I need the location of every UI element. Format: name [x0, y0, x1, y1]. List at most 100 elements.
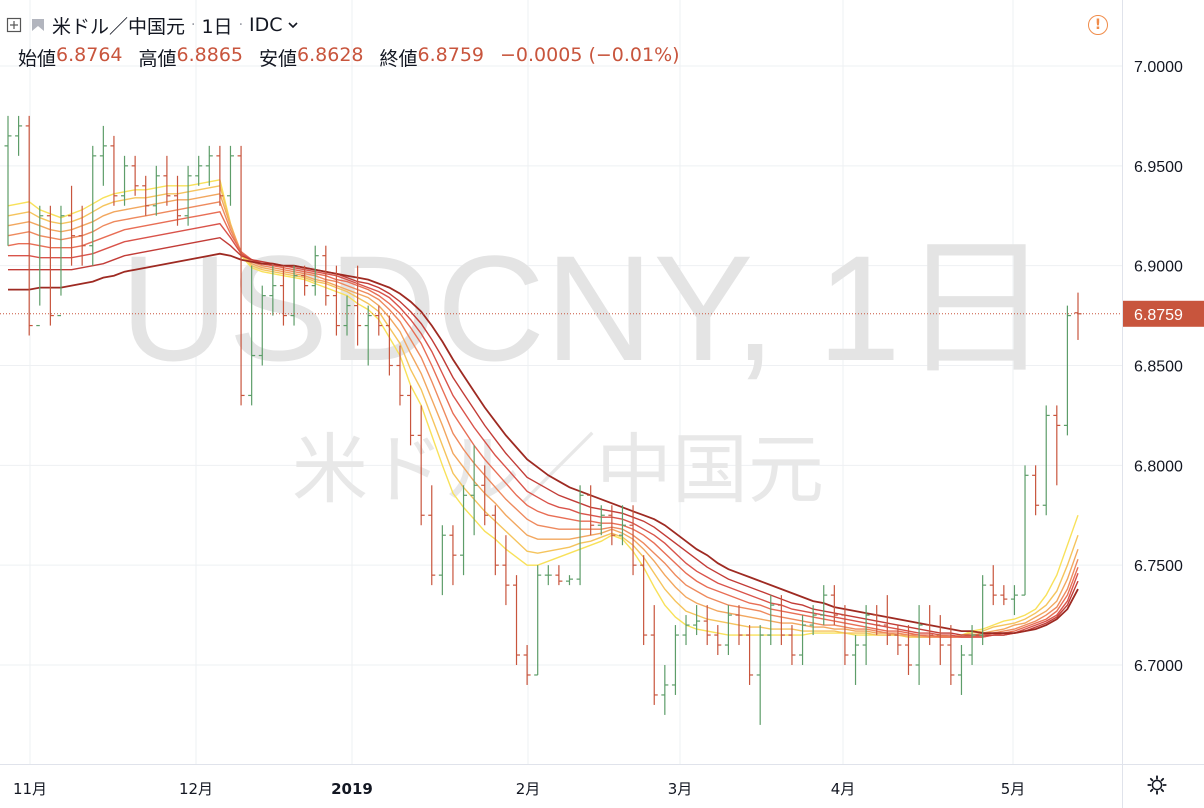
ohlc-bar[interactable]	[1063, 305, 1071, 436]
ohlc-bar[interactable]	[883, 595, 891, 646]
ohlc-bar[interactable]	[650, 605, 658, 705]
ohlc-bar[interactable]	[565, 575, 573, 586]
ohlc-bar[interactable]	[894, 625, 902, 656]
ohlc-bar[interactable]	[830, 585, 838, 626]
ohlc-bar[interactable]	[640, 555, 648, 646]
ohlc-bar[interactable]	[460, 485, 468, 576]
ohlc-bar[interactable]	[407, 385, 415, 446]
ohlc-bar[interactable]	[576, 485, 584, 586]
ohlc-bar[interactable]	[99, 125, 107, 186]
ohlc-bar[interactable]	[724, 605, 732, 656]
ohlc-bar[interactable]	[1053, 405, 1061, 486]
ohlc-bar[interactable]	[343, 295, 351, 336]
ohlc-bar[interactable]	[449, 525, 457, 586]
ohlc-bar[interactable]	[332, 265, 340, 336]
ohlc-bar[interactable]	[979, 575, 987, 646]
ohlc-bar[interactable]	[68, 185, 76, 266]
ohlc-bar[interactable]	[470, 445, 478, 536]
ohlc-bar[interactable]	[873, 605, 881, 636]
ohlc-bar[interactable]	[89, 145, 97, 266]
plus-square-icon[interactable]	[6, 17, 22, 33]
ohlc-bar[interactable]	[322, 245, 330, 306]
ohlc-bar[interactable]	[746, 625, 754, 685]
ohlc-bar[interactable]	[777, 595, 785, 646]
ohlc-bar[interactable]	[947, 625, 955, 685]
ohlc-bar[interactable]	[258, 285, 266, 366]
chevron-down-icon[interactable]	[286, 18, 300, 32]
ohlc-bar[interactable]	[693, 605, 701, 636]
ohlc-bar[interactable]	[852, 635, 860, 685]
ohlc-bar[interactable]	[788, 625, 796, 665]
ohlc-bar[interactable]	[184, 165, 192, 226]
ohlc-bar[interactable]	[279, 265, 287, 326]
ohlc-bar[interactable]	[290, 265, 298, 326]
ohlc-bar[interactable]	[915, 605, 923, 685]
ohlc-bar[interactable]	[671, 625, 679, 695]
ohlc-bar[interactable]	[767, 595, 775, 646]
ohlc-bar[interactable]	[544, 565, 552, 586]
ohlc-bar[interactable]	[174, 175, 182, 226]
ohlc-bar[interactable]	[301, 265, 309, 296]
ohlc-bar[interactable]	[809, 605, 817, 636]
ohlc-bar[interactable]	[131, 155, 139, 196]
ohlc-bar[interactable]	[597, 505, 605, 536]
price-axis[interactable]: 7.0000 6.9500 6.9000 6.8500 6.8000 6.7500 6.70…	[1123, 59, 1204, 675]
ohlc-bar[interactable]	[354, 265, 362, 346]
ohlc-bar[interactable]	[1021, 465, 1029, 596]
ohlc-bar[interactable]	[841, 605, 849, 665]
ohlc-bar[interactable]	[438, 525, 446, 596]
ohlc-bar[interactable]	[523, 645, 531, 685]
ohlc-bar[interactable]	[142, 175, 150, 216]
ohlc-bar[interactable]	[385, 315, 393, 376]
ohlc-bar[interactable]	[513, 575, 521, 665]
ohlc-bar[interactable]	[481, 465, 489, 526]
source-label[interactable]: IDC	[249, 14, 283, 36]
ohlc-bar[interactable]	[904, 625, 912, 675]
ohlc-bar[interactable]	[703, 605, 711, 646]
ohlc-bar[interactable]	[364, 305, 372, 366]
ohlc-bar[interactable]	[1042, 405, 1050, 516]
ohlc-bar[interactable]	[926, 605, 934, 646]
ohlc-bar[interactable]	[396, 345, 404, 406]
ohlc-bar[interactable]	[756, 625, 764, 725]
ohlc-bar[interactable]	[121, 155, 129, 206]
ohlc-bar[interactable]	[799, 615, 807, 665]
ohlc-bar[interactable]	[682, 615, 690, 646]
ohlc-bar[interactable]	[989, 565, 997, 606]
ohlc-bar[interactable]	[57, 205, 65, 317]
ohlc-bar[interactable]	[1032, 465, 1040, 516]
ohlc-bar[interactable]	[311, 245, 319, 296]
exclamation-circle-icon[interactable]: !	[1088, 15, 1108, 35]
ohlc-bar[interactable]	[248, 265, 256, 406]
ohlc-bar[interactable]	[618, 505, 626, 546]
ohlc-bar[interactable]	[587, 485, 595, 536]
ohlc-bar[interactable]	[968, 625, 976, 665]
ohlc-bar[interactable]	[110, 135, 118, 206]
ohlc-bar[interactable]	[237, 145, 245, 406]
ohlc-bar[interactable]	[1074, 292, 1082, 340]
ohlc-bar[interactable]	[534, 565, 542, 676]
interval-label[interactable]: 1日	[201, 15, 233, 38]
ohlc-bar[interactable]	[15, 115, 23, 156]
ohlc-bar[interactable]	[375, 305, 383, 336]
ohlc-bar[interactable]	[152, 165, 160, 216]
ohlc-bar[interactable]	[25, 115, 33, 336]
ohlc-bar[interactable]	[555, 565, 563, 586]
ohlc-bar[interactable]	[78, 205, 86, 266]
ohlc-bar[interactable]	[491, 505, 499, 576]
ohlc-bar[interactable]	[629, 505, 637, 576]
ohlc-bar[interactable]	[46, 205, 54, 326]
ohlc-bar[interactable]	[862, 605, 870, 665]
ohlc-bar[interactable]	[216, 145, 224, 206]
ohlc-bar[interactable]	[502, 535, 510, 606]
ohlc-bar[interactable]	[205, 145, 213, 186]
ohlc-bar[interactable]	[417, 405, 425, 526]
ohlc-bar[interactable]	[269, 265, 277, 316]
time-axis[interactable]: 11月 12月 2019 2月 3月 4月 5月	[13, 780, 1025, 798]
ohlc-bar[interactable]	[735, 605, 743, 646]
ohlc-bar[interactable]	[226, 145, 234, 206]
ohlc-bar[interactable]	[428, 485, 436, 586]
gear-icon[interactable]	[1146, 774, 1168, 796]
ohlc-bar[interactable]	[957, 645, 965, 695]
